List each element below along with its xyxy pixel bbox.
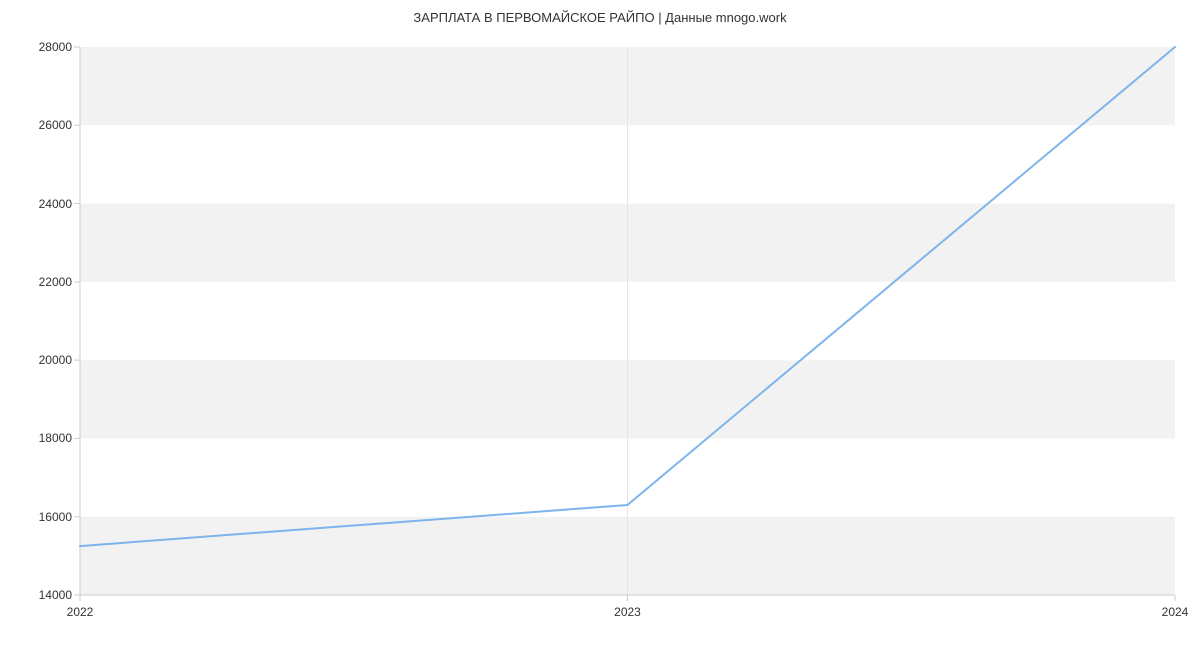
y-tick-label: 24000 xyxy=(39,197,80,211)
y-tick-label: 18000 xyxy=(39,431,80,445)
x-tick-label: 2024 xyxy=(1162,595,1189,619)
y-tick-label: 28000 xyxy=(39,40,80,54)
y-tick-label: 20000 xyxy=(39,353,80,367)
y-tick-label: 22000 xyxy=(39,275,80,289)
salary-line-chart: ЗАРПЛАТА В ПЕРВОМАЙСКОЕ РАЙПО | Данные m… xyxy=(0,0,1200,650)
x-tick-label: 2022 xyxy=(67,595,94,619)
y-tick-label: 26000 xyxy=(39,118,80,132)
x-tick-label: 2023 xyxy=(614,595,641,619)
plot-svg xyxy=(80,47,1175,595)
plot-area: 1400016000180002000022000240002600028000… xyxy=(80,47,1175,595)
y-tick-label: 16000 xyxy=(39,510,80,524)
chart-title: ЗАРПЛАТА В ПЕРВОМАЙСКОЕ РАЙПО | Данные m… xyxy=(0,10,1200,25)
